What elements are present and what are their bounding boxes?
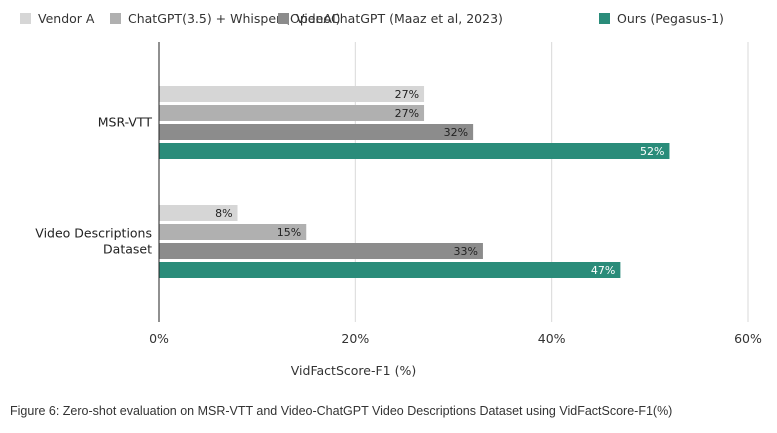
legend-swatch-2: [110, 13, 121, 24]
x-tick-label: 0%: [149, 331, 169, 346]
bar: [159, 86, 425, 102]
x-tick-label: 60%: [734, 331, 762, 346]
figure-caption: Figure 6: Zero-shot evaluation on MSR-VT…: [10, 404, 673, 418]
x-tick-label: 20%: [341, 331, 369, 346]
data-label: 47%: [591, 264, 615, 277]
bar: [159, 243, 483, 259]
x-axis-title: VidFactScore-F1 (%): [291, 363, 416, 378]
data-label: 27%: [395, 107, 419, 120]
legend-label-1: Vendor A: [38, 11, 95, 26]
legend-swatch-4: [599, 13, 610, 24]
x-tick-label: 40%: [538, 331, 566, 346]
data-label: 15%: [277, 226, 301, 239]
legend-swatch-3: [278, 13, 289, 24]
bar: [159, 224, 307, 240]
bar: [159, 143, 670, 159]
bar-chart: Vendor A ChatGPT(3.5) + Whisper (OpenAI)V…: [20, 11, 762, 378]
data-label: 33%: [453, 245, 477, 258]
legend-label-4: Ours (Pegasus-1): [617, 11, 724, 26]
data-label: 8%: [215, 207, 232, 220]
category-label: Video Descriptions: [35, 226, 152, 241]
data-label: 27%: [395, 88, 419, 101]
data-label: 52%: [640, 145, 664, 158]
legend-label-3: VideoChatGPT (Maaz et al, 2023): [296, 11, 503, 26]
bar: [159, 205, 238, 221]
category-label: Dataset: [103, 242, 152, 257]
category-label: MSR-VTT: [98, 115, 153, 130]
bar: [159, 124, 474, 140]
bar: [159, 105, 425, 121]
data-label: 32%: [444, 126, 468, 139]
legend-swatch-1: [20, 13, 31, 24]
bar: [159, 262, 621, 278]
